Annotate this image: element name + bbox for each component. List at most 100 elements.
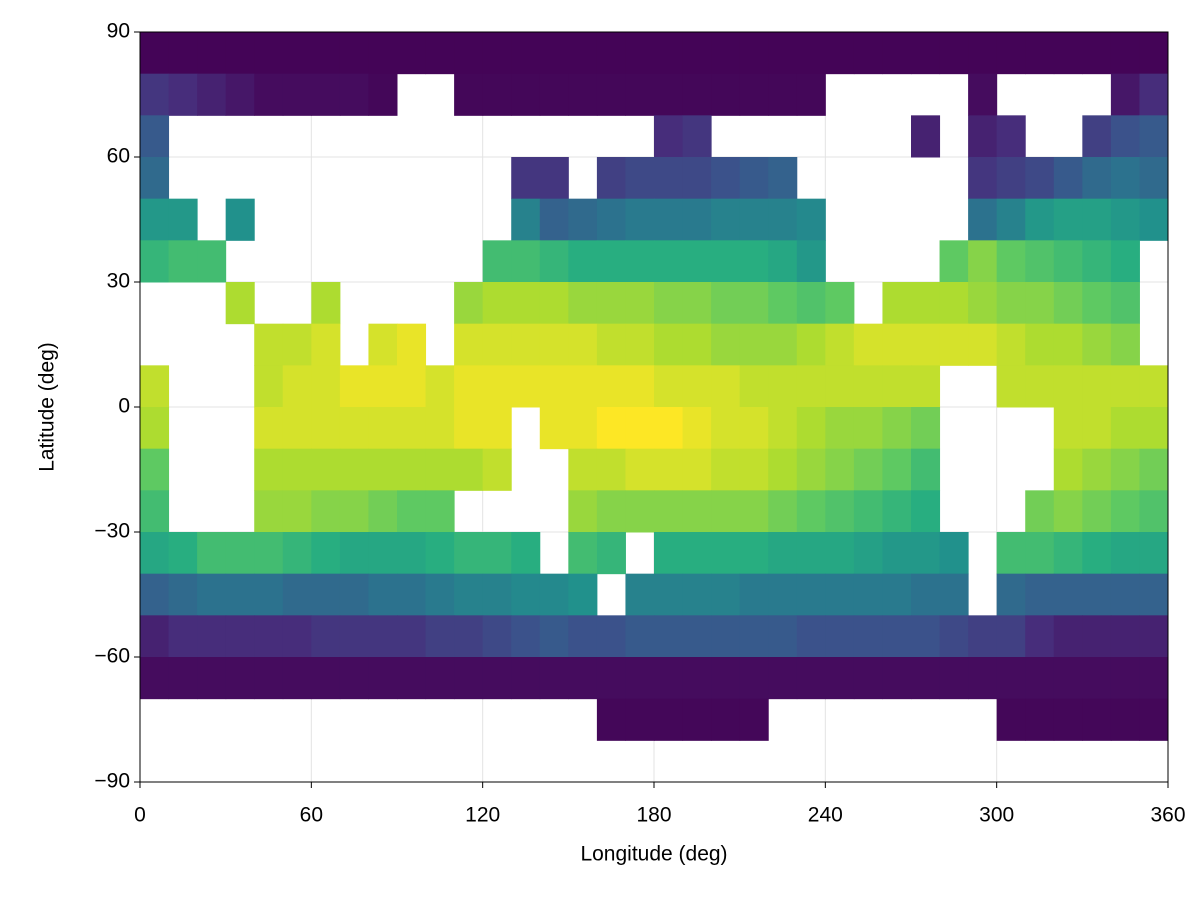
heatmap-cell (197, 240, 227, 283)
heatmap-cell (1139, 365, 1169, 408)
heatmap-cell (339, 407, 369, 450)
heatmap-cell (796, 490, 826, 533)
heatmap-cell (282, 448, 312, 491)
heatmap-cell (1082, 532, 1112, 575)
heatmap-cell (825, 448, 855, 491)
heatmap-cell (796, 198, 826, 241)
heatmap-cell (254, 32, 284, 75)
heatmap-cell (625, 615, 655, 658)
heatmap-cell (654, 407, 684, 450)
heatmap-cell (825, 573, 855, 616)
heatmap-cell (739, 407, 769, 450)
heatmap-cell (768, 407, 798, 450)
heatmap-cell (311, 32, 341, 75)
heatmap-cell (796, 615, 826, 658)
heatmap-cell (654, 240, 684, 283)
heatmap-cell (596, 698, 626, 741)
heatmap-cell (539, 32, 569, 75)
heatmap-cell (825, 282, 855, 325)
heatmap-cell (568, 615, 598, 658)
heatmap-cell (996, 157, 1026, 200)
heatmap-cell (482, 657, 512, 700)
heatmap-cell (397, 448, 427, 491)
heatmap-cell (568, 73, 598, 116)
heatmap-cell (568, 657, 598, 700)
heatmap-cell (311, 657, 341, 700)
heatmap-cell (482, 448, 512, 491)
heatmap-cell (568, 282, 598, 325)
heatmap-cell (654, 615, 684, 658)
heatmap-cell (596, 32, 626, 75)
heatmap-cell (654, 448, 684, 491)
heatmap-cell (968, 115, 998, 158)
heatmap-cell (140, 32, 170, 75)
heatmap-cell (454, 32, 484, 75)
heatmap-cell (225, 573, 255, 616)
heatmap-cell (311, 615, 341, 658)
heatmap-cell (596, 490, 626, 533)
heatmap-cell (882, 615, 912, 658)
heatmap-cell (768, 490, 798, 533)
heatmap-cell (454, 73, 484, 116)
heatmap-cell (625, 448, 655, 491)
axes: 0 60 120 180 240 300 360 −90 −60 −30 0 30 60 90 (94, 20, 1185, 827)
heatmap-cell (996, 240, 1026, 283)
heatmap-cell (568, 32, 598, 75)
y-tick-label: 0 (118, 395, 130, 418)
heatmap-cell (739, 448, 769, 491)
heatmap-cell (654, 698, 684, 741)
heatmap-cell (339, 657, 369, 700)
heatmap-cell (596, 198, 626, 241)
heatmap-cell (1110, 698, 1140, 741)
heatmap-cell (311, 407, 341, 450)
heatmap-cell (654, 32, 684, 75)
heatmap-cell (939, 657, 969, 700)
heatmap-cell (1025, 657, 1055, 700)
heatmap-cell (140, 240, 170, 283)
heatmap-cell (140, 407, 170, 450)
heatmap-cell (682, 365, 712, 408)
heatmap-cell (254, 573, 284, 616)
heatmap-cell (1053, 573, 1083, 616)
heatmap-cell (711, 615, 741, 658)
heatmap-cell (425, 573, 455, 616)
heatmap-cell (511, 573, 541, 616)
heatmap-cell (482, 365, 512, 408)
heatmap-cell (1139, 698, 1169, 741)
heatmap-cell (796, 573, 826, 616)
heatmap-cell (168, 32, 198, 75)
heatmap-cell (853, 365, 883, 408)
heatmap-cell (539, 198, 569, 241)
heatmap-cell (311, 365, 341, 408)
heatmap-cell (254, 490, 284, 533)
heatmap-cell (282, 615, 312, 658)
heatmap-cell (853, 657, 883, 700)
heatmap-cell (1139, 490, 1169, 533)
heatmap-cell (482, 573, 512, 616)
heatmap-cell (282, 657, 312, 700)
heatmap-cell (397, 365, 427, 408)
heatmap-cell (368, 615, 398, 658)
heatmap-cell (968, 323, 998, 366)
heatmap-cell (768, 365, 798, 408)
heatmap-cell (911, 323, 941, 366)
heatmap-cell (311, 73, 341, 116)
heatmap-cell (654, 490, 684, 533)
heatmap-cell (539, 240, 569, 283)
y-tick-label: −90 (94, 770, 130, 793)
heatmap-cell (853, 32, 883, 75)
heatmap-cell (625, 407, 655, 450)
heatmap-cell (682, 532, 712, 575)
heatmap-cell (796, 240, 826, 283)
heatmap-cell (568, 532, 598, 575)
heatmap-cell (711, 657, 741, 700)
heatmap-cell (539, 157, 569, 200)
heatmap-cell (682, 573, 712, 616)
heatmap-cell (711, 282, 741, 325)
heatmap-cell (711, 73, 741, 116)
y-tick-label: 90 (107, 20, 130, 43)
heatmap-cell (739, 240, 769, 283)
heatmap-cell (1053, 323, 1083, 366)
heatmap-cell (739, 490, 769, 533)
heatmap-cell (254, 407, 284, 450)
